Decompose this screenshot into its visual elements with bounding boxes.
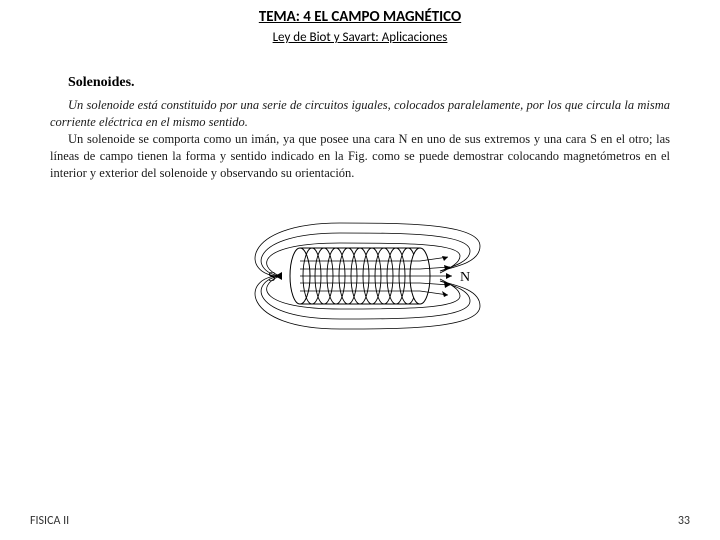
section-heading: Solenoides. bbox=[50, 75, 670, 91]
solenoid-diagram-container: S N bbox=[50, 211, 670, 341]
paragraph-2: Un solenoide se comporta como un imán, y… bbox=[50, 131, 670, 182]
paragraph-1: Un solenoide está constituido por una se… bbox=[50, 97, 670, 131]
footer-left: FISICA II bbox=[30, 514, 69, 528]
page-title: TEMA: 4 EL CAMPO MAGNÉTICO bbox=[0, 0, 720, 26]
page-subtitle: Ley de Biot y Savart: Aplicaciones bbox=[0, 26, 720, 45]
label-n: N bbox=[460, 270, 470, 285]
footer-right: 33 bbox=[678, 514, 690, 528]
label-s: S bbox=[268, 270, 276, 285]
content-area: Solenoides. Un solenoide está constituid… bbox=[0, 45, 720, 341]
solenoid-diagram: S N bbox=[220, 211, 500, 341]
